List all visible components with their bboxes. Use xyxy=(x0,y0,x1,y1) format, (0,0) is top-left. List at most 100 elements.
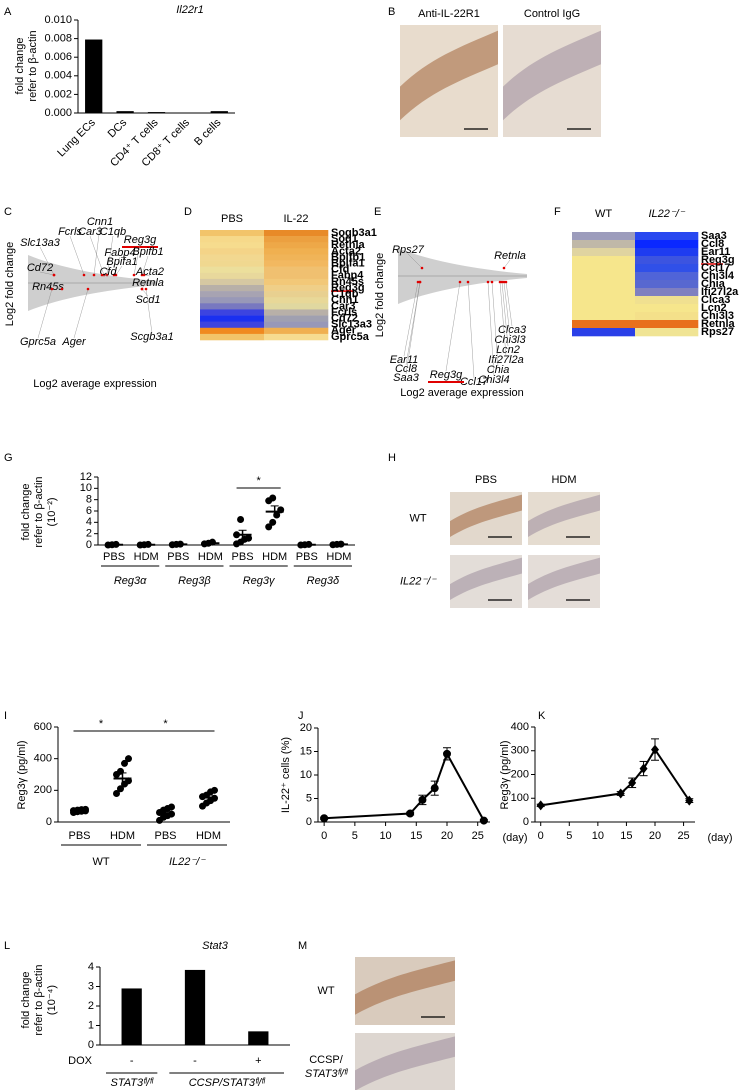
y-tick-label: 0.006 xyxy=(44,51,72,63)
y-axis-label: Log2 fold change xyxy=(4,242,16,326)
leader-line xyxy=(505,281,513,327)
panel-letter: J xyxy=(298,710,304,722)
gene-label: Fabp4 xyxy=(104,247,135,259)
y-axis-label: Reg3γ (pg/ml) xyxy=(16,740,28,809)
gene-point xyxy=(102,273,106,277)
panel-letter: A xyxy=(4,6,12,18)
leader-line xyxy=(407,253,423,269)
gene-point xyxy=(140,273,144,277)
row-label: Cd72 xyxy=(331,313,358,325)
gene-label: Chi3l3 xyxy=(494,334,526,346)
row-label: Acta2 xyxy=(331,245,361,257)
leader-line xyxy=(491,281,499,367)
row-label: Ccl8 xyxy=(701,238,724,250)
row-label: Slc13a3 xyxy=(331,319,372,331)
gene-point xyxy=(490,280,494,284)
heatmap-cell xyxy=(264,285,329,292)
panel-letter: M xyxy=(298,940,307,952)
gene-label: Fcrls xyxy=(58,226,82,238)
panel-letter: G xyxy=(4,452,13,464)
y-tick-label: 0.008 xyxy=(44,33,72,45)
heatmap-cell xyxy=(572,240,636,249)
y-tick-label: 0 xyxy=(88,1039,94,1051)
row-label: Rn45s xyxy=(331,276,364,288)
gene-label: Scgb3a1 xyxy=(130,331,173,343)
y-tick-label: 8 xyxy=(86,494,92,506)
leader-line xyxy=(141,255,149,276)
gene-label: Slc13a3 xyxy=(20,237,61,249)
leader-line xyxy=(47,282,63,290)
heatmap-cell xyxy=(200,272,265,280)
data-point xyxy=(265,523,273,531)
heatmap-cell xyxy=(572,264,636,273)
heatmap-cell xyxy=(635,288,699,297)
x-tick-label: 0 xyxy=(538,830,544,842)
heatmap-cell xyxy=(635,272,699,281)
image-label: PBS xyxy=(475,474,497,486)
leader-line xyxy=(39,271,55,276)
group-label: WT xyxy=(92,856,109,868)
gene-point xyxy=(50,287,54,291)
gene-point xyxy=(458,280,462,284)
heatmap-cell xyxy=(635,256,699,265)
heatmap-cell xyxy=(635,248,699,257)
dox-label: DOX xyxy=(68,1055,93,1067)
data-point xyxy=(628,777,637,788)
row-label: Saa3 xyxy=(701,230,727,242)
panel-letter: F xyxy=(554,206,561,218)
y-axis-label: refer to β-actin xyxy=(27,30,39,101)
panel-letter: C xyxy=(4,206,12,218)
significance-label: * xyxy=(99,718,104,730)
gene-label: Reg3g xyxy=(430,369,463,381)
heatmap-cell xyxy=(264,236,329,243)
y-tick-label: 20 xyxy=(300,722,312,734)
gene-label: Ccl8 xyxy=(395,363,418,375)
gene-point xyxy=(132,273,136,277)
heatmap-cell xyxy=(200,309,265,316)
x-tick-label: HDM xyxy=(196,830,221,842)
dox-sign: + xyxy=(255,1055,261,1067)
heatmap-cell xyxy=(572,232,636,241)
x-tick-label: HDM xyxy=(262,551,287,563)
data-point xyxy=(479,816,488,825)
x-tick-label: 5 xyxy=(352,830,358,842)
x-tick-label: PBS xyxy=(154,830,176,842)
y-axis-label: (10⁻²) xyxy=(46,497,58,526)
y-tick-label: 2 xyxy=(88,1000,94,1012)
data-line xyxy=(324,751,485,822)
gene-point xyxy=(418,280,422,284)
y-axis-label: (10⁻⁴) xyxy=(46,985,58,1015)
panel-letter: D xyxy=(184,206,192,218)
row-label: Lcn2 xyxy=(701,302,727,314)
row-label: Ager xyxy=(331,325,357,337)
gene-point xyxy=(52,273,56,277)
tissue-band xyxy=(528,494,600,538)
column-label: IL22⁻/⁻ xyxy=(648,208,685,220)
y-axis-label: fold change xyxy=(20,484,32,541)
leader-line xyxy=(73,288,89,339)
y-tick-label: 0 xyxy=(86,539,92,551)
y-axis-label: refer to β-actin xyxy=(33,964,45,1035)
gene-point xyxy=(140,287,144,291)
panel-letter: K xyxy=(538,710,546,722)
column-label: WT xyxy=(595,208,612,220)
heatmap-cell xyxy=(572,280,636,289)
x-tick-label: 25 xyxy=(472,830,484,842)
x-tick-label: DCs xyxy=(106,116,130,140)
heatmap-cell xyxy=(264,278,329,286)
tissue-band xyxy=(355,960,455,1015)
row-label: C1qb xyxy=(331,288,359,300)
panel-letter: H xyxy=(388,452,396,464)
x-tick-label: 0 xyxy=(321,830,327,842)
group-label: STAT3ᶠˡ/ᶠˡ xyxy=(111,1077,154,1089)
significance-label: * xyxy=(163,718,168,730)
gene-label: Ager xyxy=(61,336,87,348)
leader-line xyxy=(501,281,509,347)
leader-line xyxy=(405,281,421,366)
heatmap-cell xyxy=(264,230,329,237)
heatmap-cell xyxy=(200,266,265,274)
x-tick-label: HDM xyxy=(198,551,223,563)
gene-point xyxy=(466,280,470,284)
data-point xyxy=(245,534,253,542)
gene-point xyxy=(114,273,118,277)
